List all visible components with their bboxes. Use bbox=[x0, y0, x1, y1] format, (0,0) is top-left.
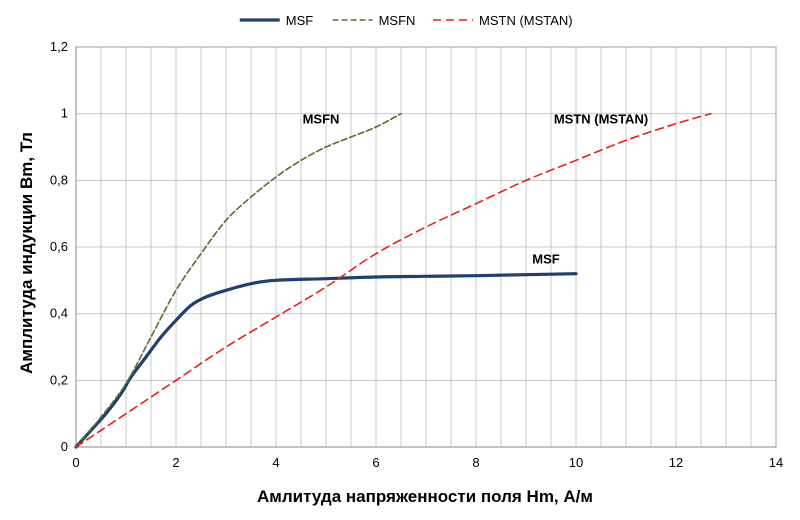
legend-label: MSTN (MSTAN) bbox=[479, 13, 573, 28]
x-tick-label: 8 bbox=[472, 455, 479, 470]
y-tick-label: 0,8 bbox=[50, 172, 68, 187]
y-tick-label: 0,2 bbox=[50, 372, 68, 387]
annotations: MSFN MSTN (MSTAN) MSF bbox=[303, 112, 649, 267]
tick-labels: 0 2 4 6 8 10 12 14 0 0,2 0,4 0,6 0,8 1 1,2 bbox=[50, 39, 783, 470]
x-tick-label: 0 bbox=[72, 455, 79, 470]
y-axis-title: Амплитуда индукции Bm, Тл bbox=[17, 132, 36, 374]
series-line-mstn-mstan bbox=[75, 112, 712, 448]
x-tick-label: 6 bbox=[372, 455, 379, 470]
x-tick-label: 10 bbox=[569, 455, 583, 470]
y-tick-label: 0 bbox=[61, 439, 68, 454]
series-lines bbox=[74, 112, 712, 449]
x-axis-title: Амлитуда напряженности поля Hm, А/м bbox=[257, 487, 593, 506]
axes bbox=[75, 46, 777, 448]
legend-label: MSFN bbox=[379, 13, 416, 28]
series-line-msfn bbox=[75, 112, 402, 448]
y-tick-label: 0,6 bbox=[50, 239, 68, 254]
y-tick-label: 0,4 bbox=[50, 306, 68, 321]
series-annotation: MSF bbox=[532, 252, 560, 267]
series-line-msf bbox=[74, 272, 578, 449]
x-tick-label: 14 bbox=[769, 455, 783, 470]
series-annotation: MSFN bbox=[303, 112, 340, 127]
x-tick-label: 2 bbox=[172, 455, 179, 470]
legend: MSF MSFN MSTN (MSTAN) bbox=[239, 13, 573, 28]
y-tick-label: 1,2 bbox=[50, 39, 68, 54]
legend-label: MSF bbox=[286, 13, 314, 28]
x-tick-label: 12 bbox=[669, 455, 683, 470]
series-annotation: MSTN (MSTAN) bbox=[554, 112, 648, 127]
y-tick-label: 1 bbox=[61, 106, 68, 121]
x-tick-label: 4 bbox=[272, 455, 279, 470]
grid bbox=[76, 46, 776, 447]
